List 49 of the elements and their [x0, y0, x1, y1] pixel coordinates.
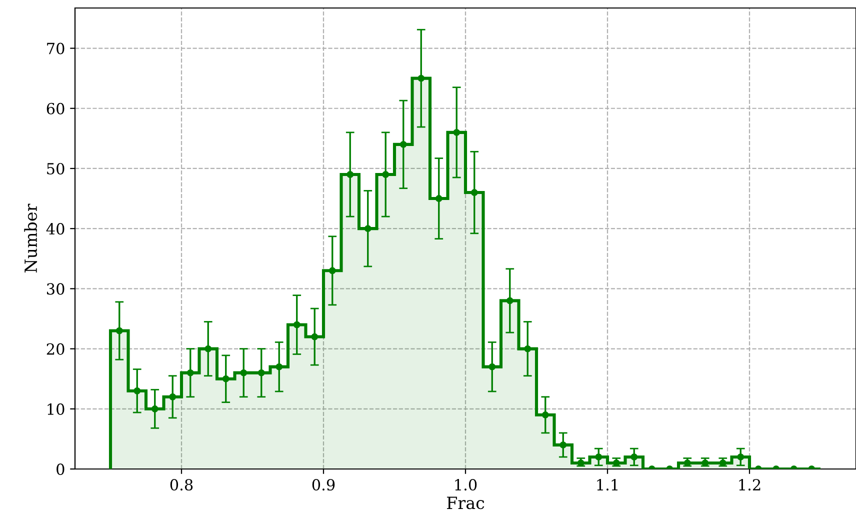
y-tick-label: 30 — [47, 283, 64, 295]
point — [737, 454, 744, 460]
point — [435, 195, 442, 202]
point — [186, 369, 194, 376]
point — [630, 454, 638, 460]
point — [400, 140, 407, 148]
y-tick-label: 50 — [47, 162, 64, 174]
point — [222, 375, 230, 382]
point — [134, 387, 141, 394]
point — [240, 369, 248, 376]
point — [293, 321, 300, 328]
point — [470, 189, 478, 196]
point — [311, 333, 318, 340]
y-tick-label: 20 — [46, 343, 64, 355]
y-tick-label: 40 — [46, 223, 64, 235]
point — [204, 345, 212, 352]
x-axis-title: Frac — [447, 496, 484, 510]
x-tick-label: 0.8 — [170, 478, 193, 491]
point — [453, 128, 460, 136]
y-tick-label: 60 — [46, 102, 64, 114]
y-tick-label: 0 — [56, 463, 64, 476]
x-tick-label: 1.0 — [455, 478, 477, 491]
x-tick-label: 1.1 — [597, 478, 618, 491]
x-tick-label: 1.2 — [739, 478, 760, 491]
point — [418, 74, 425, 82]
point — [151, 405, 158, 412]
point — [276, 363, 283, 370]
point — [488, 363, 496, 370]
point — [595, 454, 602, 460]
point — [542, 411, 549, 418]
y-tick-label: 70 — [47, 42, 64, 54]
point — [506, 297, 514, 304]
point — [258, 369, 265, 376]
point — [364, 225, 372, 232]
point — [524, 345, 532, 352]
y-tick-label: 10 — [48, 403, 64, 415]
point — [612, 460, 620, 466]
point — [116, 327, 123, 334]
point — [719, 460, 726, 466]
point — [577, 460, 584, 466]
point — [382, 171, 390, 178]
y-axis-title: Number — [24, 204, 38, 272]
point — [346, 171, 354, 178]
point — [328, 267, 336, 274]
point — [560, 441, 567, 448]
x-tick-label: 0.9 — [312, 478, 335, 491]
point — [684, 460, 691, 466]
point — [702, 460, 709, 466]
point — [169, 393, 176, 400]
